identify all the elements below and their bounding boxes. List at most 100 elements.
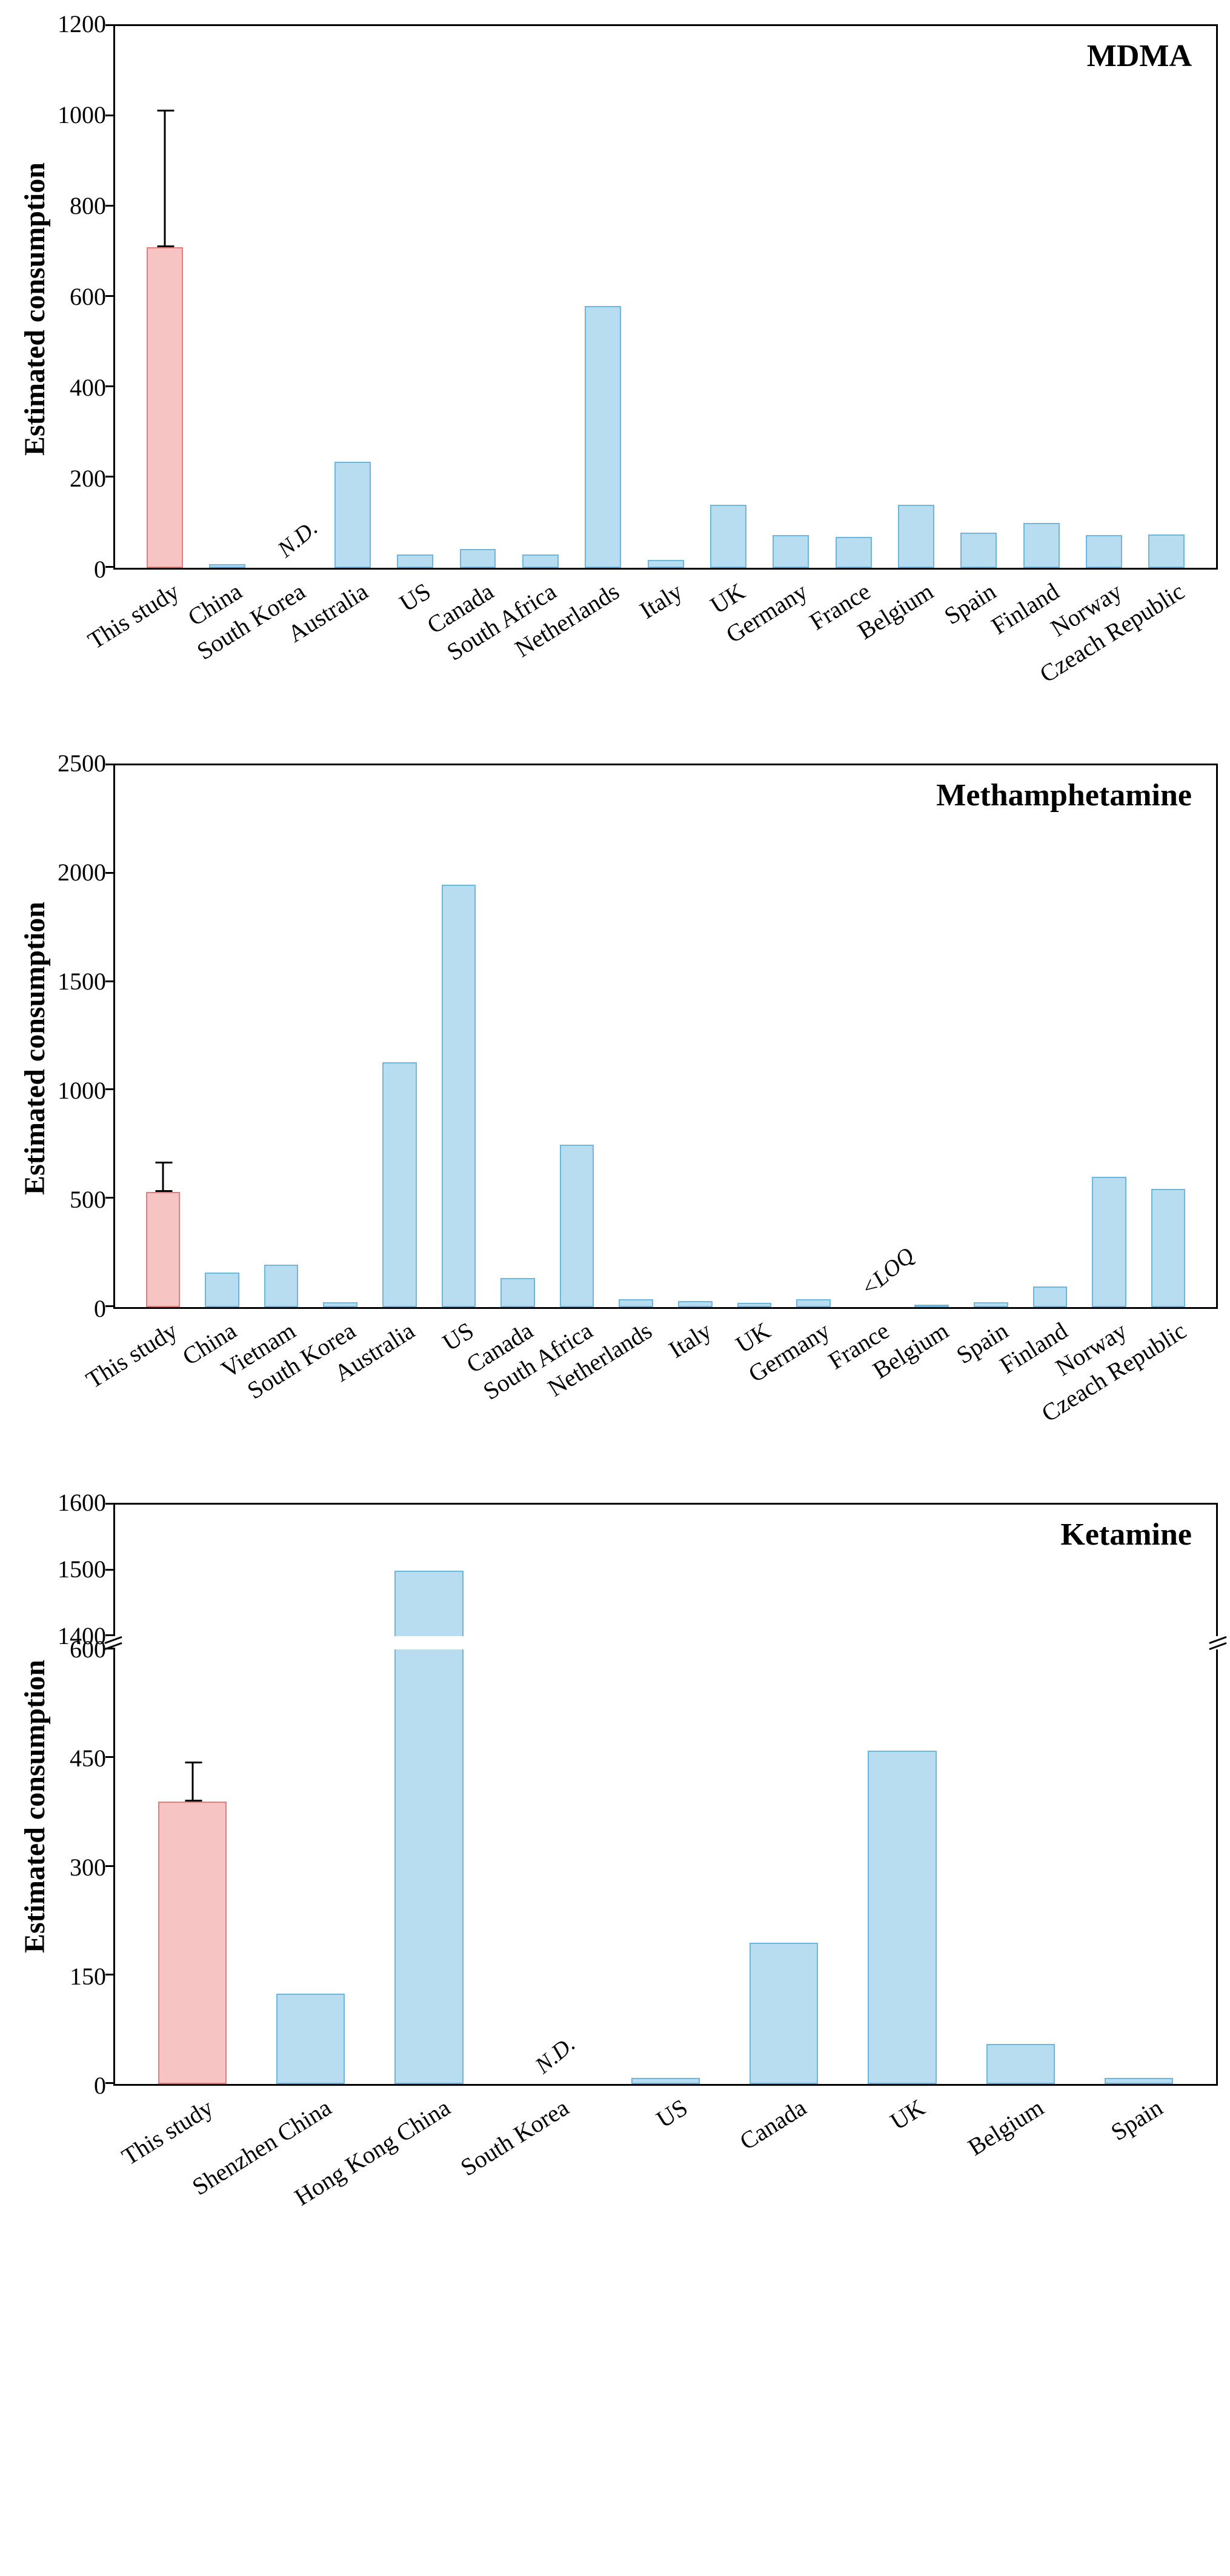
bar-slot	[547, 765, 607, 1307]
y-tick-mark	[105, 1974, 115, 1975]
bar-slot	[1080, 1505, 1198, 1636]
bar-annotation: N.D.	[273, 514, 323, 563]
y-tick-mark	[105, 1197, 115, 1199]
bar-slot	[948, 26, 1010, 568]
plot-upper: Ketamine	[113, 1503, 1218, 1636]
bar	[619, 1299, 653, 1307]
x-label: France	[823, 570, 886, 727]
break-mark-left	[104, 1637, 122, 1648]
x-label: Czeach Republic	[1140, 1309, 1200, 1466]
bar	[522, 554, 559, 568]
bar-slot	[251, 765, 311, 1307]
x-label: Germany	[760, 570, 823, 727]
bar-slot	[885, 26, 947, 568]
bar-slot	[311, 765, 370, 1307]
chart-meth: Estimated consumption2500200015001000500…	[12, 764, 1218, 1466]
y-tick-mark	[105, 872, 115, 874]
bar	[773, 535, 809, 568]
chart-ketamine: Estimated consumption1600150014006004503…	[12, 1503, 1218, 2243]
chart-inner: 1600150014006004503001500KetamineN.D.Thi…	[58, 1503, 1218, 2243]
bar-slot	[697, 26, 759, 568]
bar-slot: <LOQ	[843, 765, 902, 1307]
y-axis: 120010008006004002000	[58, 24, 113, 570]
x-label: UK	[725, 1309, 784, 1466]
x-label: South Korea	[488, 2086, 607, 2243]
bar-slot	[843, 1649, 961, 2084]
bar-slot	[1072, 26, 1135, 568]
bar	[750, 1943, 818, 2084]
bar	[914, 1305, 949, 1307]
bar-slot: N.D.	[259, 26, 321, 568]
x-label: This study	[131, 1309, 191, 1466]
bar	[1105, 2078, 1173, 2084]
bar-slot	[843, 1505, 961, 1636]
y-axis-label: Estimated consumption	[12, 162, 58, 456]
y-tick-mark	[105, 476, 115, 478]
x-label: US	[428, 1309, 488, 1466]
bar-slot	[370, 1649, 488, 2084]
x-label: Italy	[634, 570, 697, 727]
bar-slot	[822, 26, 885, 568]
bar-upper-segment	[394, 1571, 463, 1637]
bar-slot	[370, 1505, 488, 1636]
x-label: Spain	[948, 570, 1011, 727]
bar	[631, 2078, 700, 2084]
x-label: Spain	[1081, 2086, 1200, 2243]
bar-slot	[1010, 26, 1072, 568]
plot-area: Ketamine N.D.	[113, 1503, 1218, 2086]
bar-slot	[665, 765, 725, 1307]
y-tick-mark	[105, 980, 115, 982]
bars-upper	[115, 1505, 1216, 1636]
bar-slot	[133, 26, 196, 568]
bar-slot	[196, 26, 258, 568]
bar	[1148, 534, 1185, 568]
bar	[678, 1301, 713, 1307]
y-tick-mark	[105, 205, 115, 207]
bar-slot	[321, 26, 384, 568]
y-axis-label: Estimated consumption	[12, 1660, 58, 1953]
plot-lower: N.D.	[113, 1649, 1218, 2086]
y-tick-mark	[105, 295, 115, 297]
bar-slot	[488, 765, 548, 1307]
plot-row: 120010008006004002000MDMAN.D.	[58, 24, 1218, 570]
bar	[323, 1302, 357, 1307]
bar-slot	[1135, 26, 1198, 568]
bar-slot	[509, 26, 571, 568]
x-label: Belgium	[903, 1309, 962, 1466]
bar-slot	[133, 765, 193, 1307]
bar	[394, 1649, 463, 2084]
bar-slot	[902, 765, 962, 1307]
x-label: Belgium	[885, 570, 948, 727]
bar-slot	[607, 1649, 725, 2084]
figure-column: Estimated consumption1200100080060040020…	[12, 24, 1218, 2243]
bar-slot	[760, 26, 822, 568]
bar	[796, 1299, 831, 1307]
bar	[974, 1302, 1008, 1307]
bar-slot	[1080, 1649, 1198, 2084]
x-label: US	[607, 2086, 725, 2243]
y-tick-mark	[105, 1648, 115, 1649]
x-axis-labels: This studyChinaSouth KoreaAustraliaUSCan…	[113, 570, 1218, 727]
y-axis: 25002000150010005000	[58, 764, 113, 1309]
y-tick-mark	[105, 115, 115, 116]
x-label: Australia	[320, 570, 383, 727]
bar-slot	[572, 26, 634, 568]
bar-slot	[251, 1649, 370, 2084]
bar-slot	[251, 1505, 370, 1636]
x-axis-labels: This studyChinaVietnamSouth KoreaAustral…	[113, 1309, 1218, 1466]
bar-slot	[370, 765, 429, 1307]
y-tick-mark	[105, 1756, 115, 1758]
bar-slot	[725, 1505, 843, 1636]
bar-slot	[193, 765, 252, 1307]
bar-slot	[384, 26, 446, 568]
bars-lower: N.D.	[115, 1649, 1216, 2084]
bar-slot: N.D.	[488, 1649, 607, 2084]
chart-inner: 25002000150010005000Methamphetamine<LOQT…	[58, 764, 1218, 1466]
error-bar	[162, 1162, 164, 1192]
y-tick-mark	[105, 1865, 115, 1867]
bar-slot	[429, 765, 488, 1307]
bar	[397, 554, 433, 568]
x-label: Germany	[784, 1309, 843, 1466]
bar	[500, 1278, 535, 1307]
bar	[460, 549, 496, 568]
